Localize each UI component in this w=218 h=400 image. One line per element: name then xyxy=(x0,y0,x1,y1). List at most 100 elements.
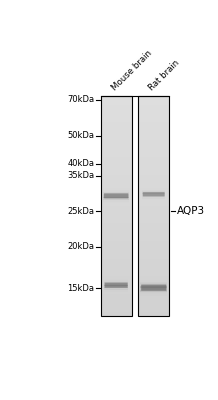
Bar xyxy=(138,188,169,193)
Bar xyxy=(140,284,167,285)
Bar xyxy=(101,232,132,237)
Bar xyxy=(138,140,169,144)
Bar xyxy=(104,289,128,290)
Bar xyxy=(138,109,169,113)
Bar xyxy=(101,109,132,113)
Bar xyxy=(140,282,167,283)
Text: AQP3: AQP3 xyxy=(177,206,205,216)
Bar xyxy=(103,194,129,195)
Bar xyxy=(138,228,169,232)
Bar xyxy=(101,148,132,153)
Bar xyxy=(101,131,132,135)
Bar xyxy=(138,135,169,140)
Bar xyxy=(140,280,167,281)
Bar xyxy=(101,312,132,316)
Bar xyxy=(138,166,169,171)
Bar xyxy=(101,175,132,180)
Bar xyxy=(101,122,132,126)
Bar xyxy=(103,190,129,191)
Bar xyxy=(138,237,169,241)
Bar xyxy=(101,307,132,312)
Text: Rat brain: Rat brain xyxy=(147,58,182,93)
Bar xyxy=(140,290,167,291)
Bar xyxy=(142,189,165,190)
Bar xyxy=(101,268,132,272)
Bar xyxy=(138,202,169,206)
Bar xyxy=(138,298,169,303)
Bar xyxy=(101,104,132,109)
Bar xyxy=(101,285,132,290)
Bar xyxy=(101,298,132,303)
FancyBboxPatch shape xyxy=(104,193,128,198)
Bar xyxy=(104,284,128,285)
Bar xyxy=(140,285,167,286)
Bar xyxy=(101,140,132,144)
Bar xyxy=(138,131,169,135)
Bar xyxy=(103,201,129,202)
Bar xyxy=(138,148,169,153)
Bar xyxy=(138,153,169,158)
Text: 25kDa: 25kDa xyxy=(68,207,95,216)
Bar xyxy=(101,96,132,100)
Text: 40kDa: 40kDa xyxy=(68,159,95,168)
Bar xyxy=(104,286,128,287)
Bar xyxy=(101,193,132,197)
FancyBboxPatch shape xyxy=(143,192,165,196)
Bar xyxy=(101,281,132,285)
Text: 20kDa: 20kDa xyxy=(68,242,95,251)
Bar xyxy=(138,162,169,166)
Bar xyxy=(138,144,169,148)
Bar xyxy=(101,290,132,294)
Bar xyxy=(101,113,132,118)
Text: 70kDa: 70kDa xyxy=(67,95,95,104)
Bar xyxy=(103,197,129,198)
Text: Mouse brain: Mouse brain xyxy=(110,49,154,93)
Bar xyxy=(140,290,167,292)
Bar xyxy=(101,118,132,122)
Bar xyxy=(138,197,169,202)
Bar xyxy=(138,96,169,316)
Text: 50kDa: 50kDa xyxy=(68,131,95,140)
Bar xyxy=(142,197,165,198)
Bar xyxy=(140,292,167,293)
Bar xyxy=(101,202,132,206)
Bar xyxy=(142,199,165,200)
Bar xyxy=(101,237,132,241)
Bar xyxy=(103,199,129,200)
Bar xyxy=(138,246,169,250)
Bar xyxy=(140,291,167,292)
Bar xyxy=(101,259,132,263)
Bar xyxy=(101,96,132,316)
Bar xyxy=(101,171,132,175)
Bar xyxy=(104,291,128,292)
Bar xyxy=(101,224,132,228)
Bar xyxy=(101,215,132,219)
Bar xyxy=(101,158,132,162)
Bar xyxy=(142,193,165,194)
Bar xyxy=(103,193,129,194)
Bar xyxy=(101,219,132,224)
Bar xyxy=(140,283,167,284)
Bar xyxy=(140,288,167,289)
Bar xyxy=(140,295,167,296)
Bar xyxy=(104,289,128,290)
Bar xyxy=(138,250,169,254)
Bar xyxy=(138,268,169,272)
Bar xyxy=(142,191,165,192)
Bar xyxy=(142,192,165,193)
Bar xyxy=(138,307,169,312)
Bar xyxy=(104,283,128,284)
Bar xyxy=(142,198,165,199)
Bar xyxy=(142,195,165,196)
Bar xyxy=(140,294,167,296)
Bar xyxy=(101,197,132,202)
Bar xyxy=(138,224,169,228)
Bar xyxy=(101,188,132,193)
Bar xyxy=(101,294,132,298)
Bar xyxy=(138,285,169,290)
Bar xyxy=(103,200,129,201)
Bar xyxy=(142,190,165,191)
Bar xyxy=(138,312,169,316)
Bar xyxy=(101,184,132,188)
Bar xyxy=(101,126,132,131)
